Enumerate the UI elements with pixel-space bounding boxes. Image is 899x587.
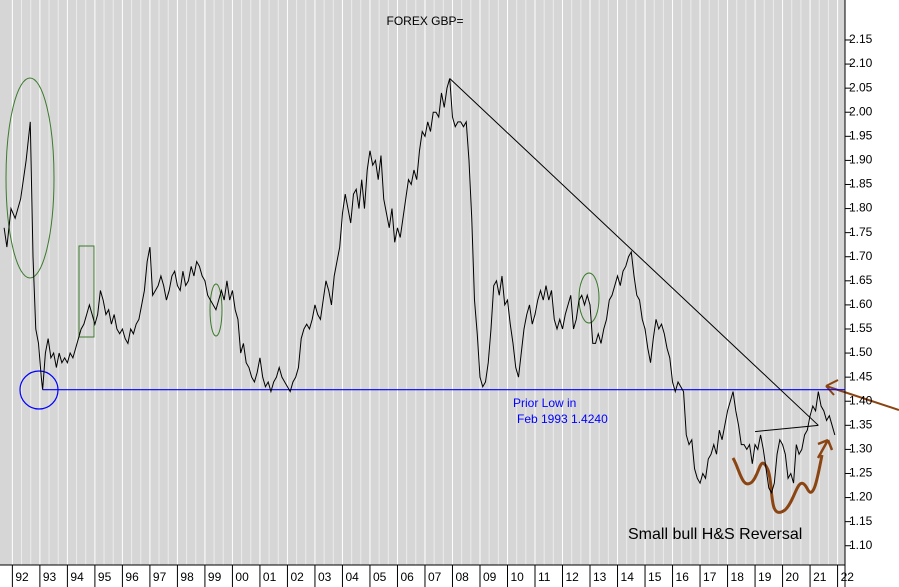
y-tick-label: 1.45 xyxy=(849,369,873,383)
highlight-ellipse xyxy=(5,77,55,279)
y-tick-label: 2.15 xyxy=(849,32,873,46)
y-tick-label: 1.20 xyxy=(849,490,873,504)
x-tick-label: 05 xyxy=(373,570,387,584)
x-tick-label: 16 xyxy=(676,570,690,584)
x-tick-label: 20 xyxy=(786,570,800,584)
annotation-shapes xyxy=(5,77,899,514)
x-tick-label: 92 xyxy=(15,570,29,584)
y-tick-label: 1.85 xyxy=(849,177,873,191)
x-tick-label: 13 xyxy=(593,570,607,584)
x-tick-label: 04 xyxy=(345,570,359,584)
price-line xyxy=(3,78,836,495)
x-tick-label: 96 xyxy=(125,570,139,584)
x-tick-label: 07 xyxy=(428,570,442,584)
y-tick-label: 1.55 xyxy=(849,321,873,335)
x-tick-label: 95 xyxy=(98,570,112,584)
x-tick-label: 18 xyxy=(731,570,745,584)
x-tick-label: 19 xyxy=(758,570,772,584)
x-tick-label: 02 xyxy=(290,570,304,584)
x-tick-label: 11 xyxy=(538,570,551,584)
grid xyxy=(11,0,839,565)
y-tick-label: 2.05 xyxy=(849,80,873,94)
x-tick-label: 15 xyxy=(648,570,662,584)
y-tick-label: 1.50 xyxy=(849,345,873,359)
x-tick-label: 93 xyxy=(43,570,57,584)
x-tick-label: 09 xyxy=(483,570,497,584)
y-tick-label: 1.35 xyxy=(849,417,873,431)
y-tick-label: 1.90 xyxy=(849,153,873,167)
x-tick-label: 14 xyxy=(621,570,635,584)
x-tick-label: 22 xyxy=(841,570,855,584)
chart-title: FOREX GBP= xyxy=(386,14,463,28)
y-tick-label: 1.15 xyxy=(849,514,873,528)
y-tick-label: 2.00 xyxy=(849,104,873,118)
hs-pattern xyxy=(731,454,824,514)
y-tick-label: 2.10 xyxy=(849,56,873,70)
highlight-ellipse xyxy=(209,283,223,337)
highlight-box xyxy=(78,245,95,338)
x-tick-label: 17 xyxy=(703,570,717,584)
x-tick-label: 94 xyxy=(70,570,84,584)
y-tick-label: 1.25 xyxy=(849,466,873,480)
y-tick-label: 1.10 xyxy=(849,538,873,552)
y-tick-label: 1.70 xyxy=(849,249,873,263)
x-tick-label: 01 xyxy=(263,570,277,584)
y-tick-label: 1.95 xyxy=(849,128,873,142)
x-tick-label: 00 xyxy=(235,570,249,584)
y-tick-label: 1.30 xyxy=(849,442,873,456)
x-tick-label: 12 xyxy=(566,570,580,584)
trendline xyxy=(449,78,819,426)
x-tick-label: 10 xyxy=(510,570,524,584)
y-tick-label: 1.65 xyxy=(849,273,873,287)
highlight-ellipse xyxy=(578,272,600,324)
annotation: Feb 1993 1.4240 xyxy=(517,412,608,426)
x-tick-label: 98 xyxy=(180,570,194,584)
arrow xyxy=(816,438,834,459)
x-tick-label: 99 xyxy=(208,570,222,584)
y-tick-label: 1.80 xyxy=(849,201,873,215)
x-tick-label: 08 xyxy=(455,570,469,584)
x-tick-label: 06 xyxy=(400,570,414,584)
x-tick-label: 21 xyxy=(813,570,827,584)
annotation: Prior Low in xyxy=(513,396,576,410)
x-tick-label: 03 xyxy=(318,570,332,584)
y-tick-label: 1.40 xyxy=(849,393,873,407)
y-tick-label: 1.60 xyxy=(849,297,873,311)
x-tick-label: 97 xyxy=(153,570,167,584)
y-tick-label: 1.75 xyxy=(849,225,873,239)
annotation: Small bull H&S Reversal xyxy=(628,526,802,543)
